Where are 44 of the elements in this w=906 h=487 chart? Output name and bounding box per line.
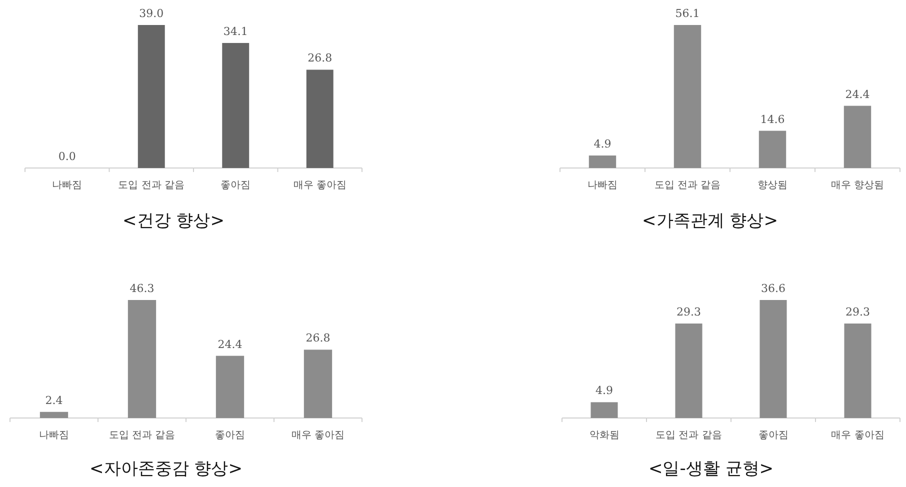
- x-tick-label: 도입 전과 같음: [118, 180, 185, 191]
- x-tick-label: 도입 전과 같음: [108, 430, 176, 441]
- x-tick-label: 나빠짐: [52, 180, 82, 191]
- data-label: 39.0: [139, 7, 164, 20]
- text: <건강 향상>: [122, 211, 224, 231]
- data-label: 4.9: [596, 384, 613, 398]
- text: <가족관계 향상>: [642, 211, 778, 231]
- x-tick-label: 매우 좋아짐: [291, 430, 345, 441]
- bar: [758, 130, 786, 168]
- x-tick-label: 나빠짐: [588, 180, 618, 191]
- bar: [216, 356, 244, 418]
- bar: [674, 25, 702, 168]
- data-label: 46.3: [130, 282, 154, 295]
- data-label: 34.1: [223, 24, 248, 38]
- text: <일-생활 균형>: [648, 459, 774, 479]
- bar: [128, 300, 156, 418]
- x-tick-label: 매우 향상됨: [830, 180, 884, 191]
- x-tick-label: 좋아짐: [758, 430, 788, 441]
- text: <자아존중감 향상>: [90, 459, 242, 479]
- data-label: 24.4: [218, 338, 242, 351]
- data-label: 26.8: [306, 332, 330, 345]
- x-tick-label: 매우 좋아짐: [293, 180, 346, 191]
- bar: [844, 106, 872, 168]
- x-tick-label: 좋아짐: [215, 430, 245, 441]
- data-label: 56.1: [675, 7, 700, 20]
- data-label: 24.4: [845, 88, 870, 101]
- x-tick-label: 향상됨: [758, 180, 788, 191]
- bar: [588, 156, 616, 168]
- data-label: 26.8: [308, 52, 332, 65]
- data-label: 2.4: [45, 394, 63, 407]
- data-label: 14.6: [760, 112, 785, 126]
- data-label: 4.9: [594, 138, 612, 151]
- bar: [304, 350, 332, 418]
- data-label: 29.3: [676, 306, 701, 319]
- x-tick-label: 매우 좋아짐: [831, 430, 884, 441]
- data-label: 0.0: [58, 150, 76, 163]
- data-label: 36.6: [761, 282, 786, 295]
- x-tick-label: 좋아짐: [220, 180, 251, 191]
- data-label: 29.3: [846, 306, 870, 319]
- x-tick-label: 도입 전과 같음: [654, 180, 721, 191]
- bar: [40, 412, 68, 418]
- x-tick-label: 악화됨: [589, 430, 620, 441]
- x-tick-label: 도입 전과 같음: [656, 430, 722, 441]
- x-tick-label: 나빠짐: [39, 430, 69, 441]
